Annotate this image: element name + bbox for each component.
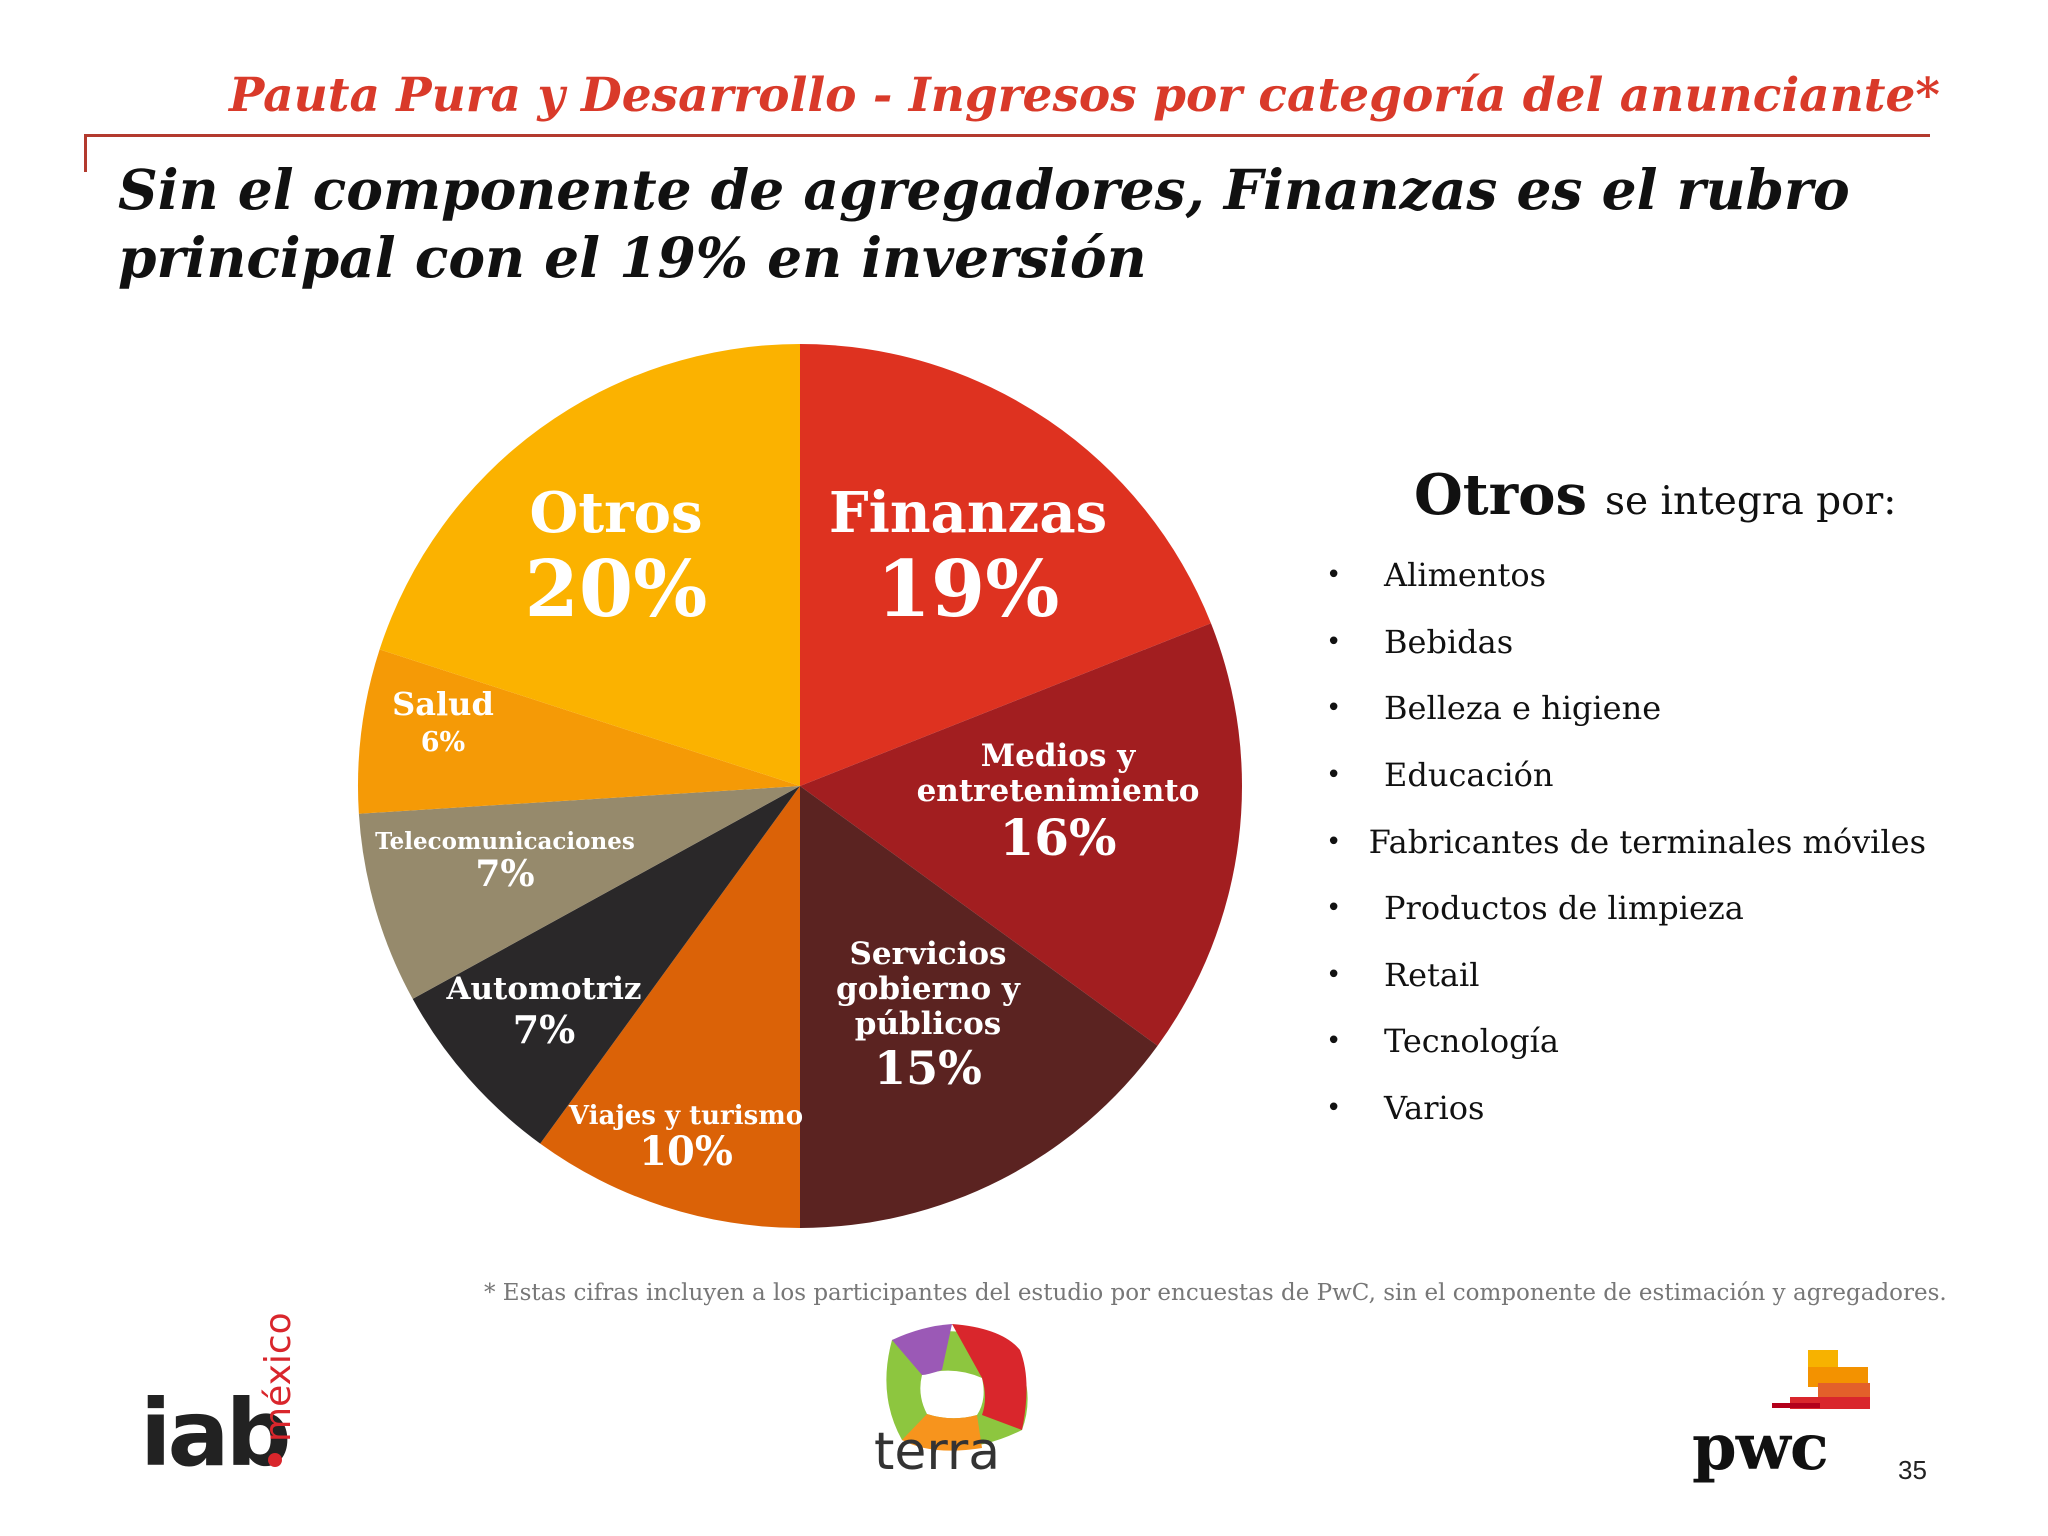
slice-label: públicos (855, 1006, 1001, 1042)
slice-label: Salud (392, 685, 494, 723)
slice-label: Automotriz (445, 971, 641, 1007)
otros-heading-strong: Otros (1414, 462, 1588, 528)
slice-label: Otros (529, 480, 702, 546)
otros-list-item: • Alimentos (1326, 542, 1926, 609)
iab-logo-dot (268, 1453, 282, 1467)
bullet-icon: • (1326, 760, 1342, 791)
otros-item-label: Belleza e higiene (1384, 689, 1662, 728)
terra-logo-text: terra (874, 1422, 1001, 1482)
slice-label: Servicios (849, 936, 1006, 972)
slice-value-label: 6% (421, 727, 465, 758)
bullet-icon: • (1326, 693, 1342, 724)
slice-value-label: 20% (525, 544, 708, 635)
otros-list-item: • Retail (1326, 942, 1926, 1009)
slice-label: gobierno y (836, 971, 1021, 1007)
slice-label: Telecomunicaciones (375, 828, 635, 855)
iab-logo-text: iab (140, 1380, 291, 1487)
otros-heading-rest: se integra por: (1605, 479, 1897, 524)
footnote: * Estas cifras incluyen a los participan… (484, 1280, 1947, 1306)
slice-label: entretenimiento (917, 773, 1200, 809)
pwc-logo-mark (1772, 1350, 1870, 1409)
title-divider-tick (84, 134, 87, 172)
otros-heading: Otros se integra por: (1414, 462, 2010, 528)
otros-list: • Alimentos • Bebidas • Belleza e higiene • Edu… (1326, 542, 1926, 1141)
otros-list-item: • Tecnología (1326, 1008, 1926, 1075)
otros-item-label: Retail (1384, 955, 1480, 994)
bullet-icon: • (1326, 1093, 1342, 1124)
bullet-icon: • (1326, 1026, 1342, 1057)
bullet-icon: • (1326, 893, 1342, 924)
slice-value-label: 7% (513, 1007, 576, 1052)
bullet-icon: • (1326, 959, 1342, 990)
pie-slice (800, 623, 1243, 1046)
otros-item-label: Fabricantes de terminales móviles (1368, 822, 1926, 861)
otros-item-label: Varios (1384, 1089, 1485, 1128)
slice-value-label: 16% (999, 808, 1116, 867)
terra-logo-mark (886, 1324, 1028, 1451)
otros-list-item: • Productos de limpieza (1326, 875, 1926, 942)
pie-slice (379, 344, 800, 786)
slice-value-label: 10% (639, 1128, 733, 1175)
otros-item-label: Alimentos (1384, 556, 1547, 595)
otros-list-item: • Fabricantes de terminales móviles (1326, 808, 1926, 875)
bullet-icon: • (1326, 826, 1342, 857)
otros-panel: Otros se integra por: • Alimentos • Bebidas •… (1326, 462, 2010, 1141)
slice-label: Viajes y turismo (568, 1101, 803, 1131)
slice-value-label: 7% (475, 853, 534, 895)
pie-slice (800, 344, 1211, 786)
otros-list-item: • Educación (1326, 742, 1926, 809)
pie-slice (358, 649, 800, 814)
slice-label: Finanzas (829, 480, 1107, 546)
otros-item-label: Productos de limpieza (1384, 889, 1744, 928)
slice-label: Medios y (981, 738, 1136, 774)
pie-slice (540, 786, 800, 1228)
otros-list-item: • Bebidas (1326, 609, 1926, 676)
slice-value-label: 19% (877, 544, 1060, 635)
otros-item-label: Bebidas (1384, 622, 1514, 661)
pie-slice (358, 786, 800, 999)
otros-item-label: Tecnología (1384, 1022, 1559, 1061)
otros-item-label: Educación (1384, 756, 1554, 795)
otros-list-item: • Belleza e higiene (1326, 675, 1926, 742)
headline: Sin el componente de agregadores, Finanz… (118, 156, 1850, 292)
iab-logo-subtext: méxico (258, 1312, 299, 1442)
slide-title: Pauta Pura y Desarrollo - Ingresos por c… (229, 68, 1940, 123)
slice-value-label: 15% (874, 1041, 982, 1095)
pwc-logo-text: pwc (1692, 1410, 1829, 1485)
title-divider (84, 134, 1930, 137)
pie-slice (412, 786, 800, 1144)
headline-line-2: principal con el 19% en inversión (118, 225, 1147, 290)
bullet-icon: • (1326, 560, 1342, 591)
page-number: 35 (1898, 1455, 1927, 1485)
otros-list-item: • Varios (1326, 1075, 1926, 1142)
bullet-icon: • (1326, 626, 1342, 657)
headline-line-1: Sin el componente de agregadores, Finanz… (118, 157, 1850, 222)
pie-slice (800, 786, 1158, 1228)
